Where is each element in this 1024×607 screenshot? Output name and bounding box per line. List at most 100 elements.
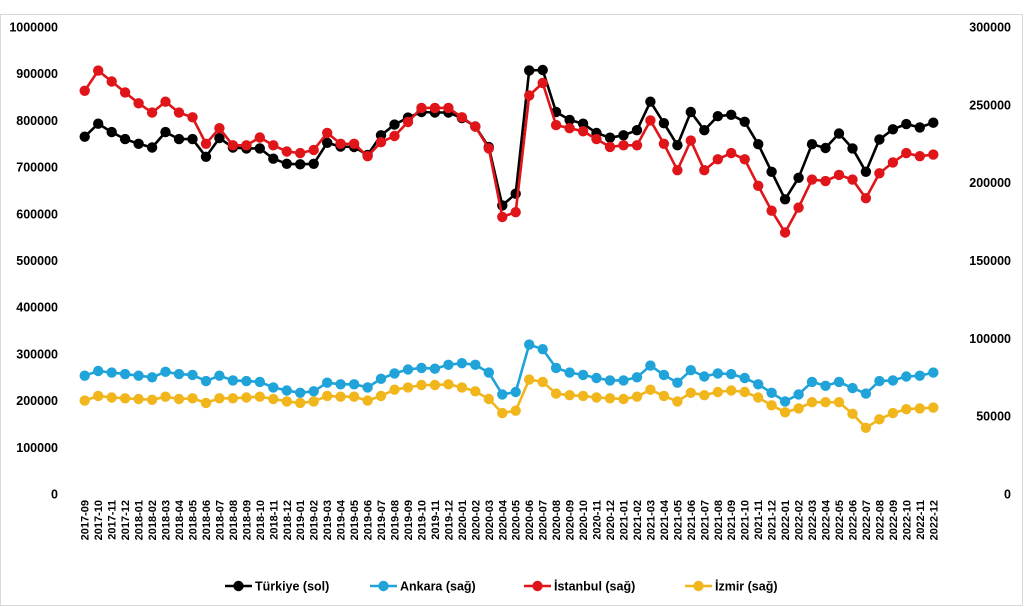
left-tick-label: 100000: [16, 441, 58, 455]
right-tick-label: 0: [1004, 488, 1011, 502]
data-point: [443, 102, 454, 114]
data-point: [874, 134, 885, 145]
data-point: [914, 370, 925, 381]
x-tick-label: 2019-08: [390, 500, 402, 540]
data-point: [295, 147, 306, 159]
data-point: [820, 142, 831, 154]
data-point: [160, 391, 171, 402]
data-point: [847, 408, 858, 419]
x-tick-label: 2021-11: [753, 500, 765, 540]
data-point: [820, 380, 831, 391]
x-tick-label: 2018-01: [134, 500, 146, 540]
data-point: [227, 375, 239, 386]
data-point: [268, 140, 279, 151]
legend-marker: [532, 580, 543, 592]
x-tick-label: 2020-11: [592, 500, 604, 540]
data-point: [335, 138, 346, 149]
x-tick-label: 2017-11: [107, 500, 119, 540]
x-tick-label: 2021-07: [699, 500, 711, 540]
data-point: [604, 132, 616, 143]
data-point: [726, 385, 737, 396]
x-tick-label: 2019-12: [443, 500, 455, 540]
data-point: [645, 360, 656, 371]
data-point: [160, 96, 171, 107]
x-axis: 2017-09 2017-10 2017-11 2017-12 2018-01 2018-…: [80, 499, 941, 540]
data-point: [308, 386, 319, 397]
data-point: [577, 126, 589, 137]
x-tick-label: 2019-01: [295, 500, 307, 540]
data-point: [322, 137, 333, 148]
right-tick-label: 50000: [976, 410, 1011, 424]
x-tick-label: 2020-03: [484, 500, 496, 540]
data-point: [335, 379, 346, 390]
x-tick-label: 2022-05: [834, 500, 846, 540]
data-point: [631, 140, 643, 151]
x-tick-label: 2019-05: [349, 500, 361, 540]
left-tick-label: 900000: [16, 67, 58, 81]
data-point: [645, 115, 656, 126]
data-point: [833, 397, 845, 408]
data-point: [753, 139, 764, 150]
data-point: [604, 141, 616, 153]
data-point: [739, 154, 750, 165]
data-point: [537, 77, 548, 89]
data-point: [847, 174, 858, 185]
x-tick-label: 2020-06: [524, 500, 536, 540]
data-point: [699, 165, 710, 176]
x-tick-label: 2020-10: [578, 500, 590, 540]
data-point: [833, 169, 845, 181]
data-point: [281, 385, 292, 396]
x-tick-label: 2018-03: [161, 500, 173, 540]
data-point: [375, 137, 387, 148]
x-tick-label: 2022-07: [861, 500, 873, 540]
data-point: [214, 370, 225, 381]
x-tick-label: 2021-04: [659, 499, 671, 540]
data-point: [119, 368, 131, 380]
data-point: [79, 370, 90, 381]
x-tick-label: 2017-10: [93, 500, 105, 540]
data-point: [550, 362, 562, 374]
series-0: [79, 64, 939, 211]
series-line: [83, 69, 934, 234]
data-point: [793, 172, 804, 183]
data-point: [375, 390, 387, 402]
data-point: [847, 143, 858, 154]
right-tick-label: 250000: [969, 98, 1011, 112]
data-point: [766, 166, 777, 177]
data-point: [146, 372, 158, 383]
data-point: [79, 395, 90, 406]
data-point: [470, 359, 481, 370]
data-point: [793, 403, 804, 414]
data-point: [416, 379, 427, 391]
data-point: [591, 372, 602, 384]
x-tick-label: 2020-08: [551, 500, 563, 540]
data-point: [295, 159, 306, 170]
data-point: [914, 151, 925, 162]
data-point: [631, 372, 643, 383]
data-point: [335, 391, 346, 402]
data-point: [833, 376, 845, 388]
data-point: [779, 407, 791, 418]
data-point: [564, 367, 575, 378]
data-point: [93, 118, 104, 129]
data-point: [887, 157, 899, 168]
data-point: [887, 375, 899, 386]
x-tick-label: 2020-02: [470, 500, 482, 540]
x-tick-label: 2021-06: [686, 500, 698, 540]
data-point: [389, 119, 400, 130]
data-point: [429, 363, 441, 374]
data-point: [901, 371, 912, 382]
left-tick-label: 400000: [16, 301, 58, 315]
data-point: [860, 388, 872, 399]
x-tick-label: 2018-10: [255, 500, 267, 540]
data-point: [820, 397, 831, 408]
legend-marker: [233, 580, 244, 592]
series-1: [79, 339, 939, 407]
data-point: [793, 389, 804, 400]
data-point: [402, 364, 414, 375]
data-point: [766, 400, 777, 411]
data-point: [119, 133, 131, 145]
x-tick-label: 2022-06: [847, 500, 859, 540]
data-point: [510, 405, 521, 416]
data-point: [524, 65, 535, 76]
